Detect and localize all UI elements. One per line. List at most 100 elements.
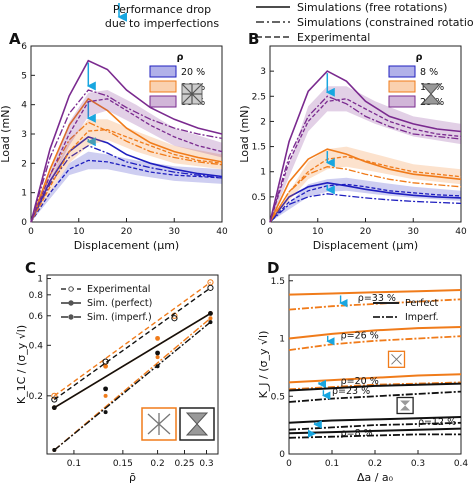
legend-entry: 8 % xyxy=(420,67,438,78)
y-tick-label: 1 xyxy=(279,335,285,345)
sim-con-line xyxy=(269,95,462,223)
panel-D-series: ρ=33 % ρ=26 % ρ=20 %ρ=23 % ρ=12 % ρ=8 % xyxy=(288,289,462,439)
perfect-line xyxy=(288,289,462,296)
sim-con-line xyxy=(30,121,223,223)
panel-A-legend: ρ20 %26 %33 % xyxy=(149,52,205,108)
y-tick-label: 1.5 xyxy=(252,143,266,153)
perfect-line xyxy=(288,427,462,435)
legend-entry: Perfect xyxy=(405,298,439,309)
exp-fit-line xyxy=(53,281,211,397)
legend-swatch xyxy=(388,65,416,78)
legend-marker xyxy=(68,314,74,320)
top-legend: Performance drop due to imperfections Si… xyxy=(105,1,474,44)
sim-con-line xyxy=(30,144,223,223)
y-axis-label: Load (mN) xyxy=(238,105,251,162)
panel-label-D: D xyxy=(267,259,279,277)
exp-line xyxy=(30,159,223,223)
panel-label-B: B xyxy=(248,30,259,48)
sim-perfect-point xyxy=(155,335,160,341)
y-tick-label: 2 xyxy=(21,159,27,169)
panel-D-legend: Perfect Imperf. xyxy=(373,298,439,415)
exp-fit-line xyxy=(53,287,211,401)
sim-imperf-point xyxy=(52,448,57,453)
legend-marker xyxy=(68,286,74,292)
panel-C-legend: Experimental Sim. (perfect) Sim. (imperf.) xyxy=(61,284,215,441)
exp-band xyxy=(270,177,461,222)
bowtie-lattice-icon xyxy=(420,83,442,105)
y-tick-label: 0.2 xyxy=(29,392,43,402)
x-tick-label: 20 xyxy=(121,227,133,237)
sim-imperf-point xyxy=(208,320,213,325)
sim-imperf-point xyxy=(208,316,213,321)
legend-entry: Sim. (perfect) xyxy=(87,298,152,309)
plot-frame xyxy=(46,274,219,455)
exp-point xyxy=(207,284,214,291)
exp-point xyxy=(171,315,178,322)
x-tick-label: 0.15 xyxy=(113,459,133,469)
perf-drop-label-2: due to imperfections xyxy=(105,17,220,30)
curve-label: ρ=26 % xyxy=(341,331,379,342)
x-tick-label: 0 xyxy=(286,459,292,469)
legend-sim-free: Simulations (free rotations) xyxy=(297,1,447,14)
sim-free-line xyxy=(30,97,223,223)
x-axis-label: Displacement (μm) xyxy=(74,239,179,252)
sim-perfect-point xyxy=(208,310,213,316)
exp-line xyxy=(269,98,462,223)
octet-lattice-icon xyxy=(181,83,203,105)
y-axis-label: K_1C / (σ_y √l) xyxy=(15,325,28,404)
x-tick-label: 30 xyxy=(408,227,420,237)
imperf-line xyxy=(288,390,462,403)
y-tick-label: 0 xyxy=(279,450,285,460)
curve-label: ρ=23 % xyxy=(332,386,370,397)
x-tick-label: 0.2 xyxy=(150,459,164,469)
legend-swatch xyxy=(388,95,416,108)
curve-label: ρ=33 % xyxy=(358,293,396,304)
sim-imperf-point xyxy=(155,355,160,360)
x-tick-label: 30 xyxy=(169,227,181,237)
x-tick-label: 0.1 xyxy=(325,459,339,469)
sim-free-line xyxy=(269,70,462,223)
x-tick-label: 10 xyxy=(312,227,324,237)
sim-perfect-point xyxy=(51,405,57,411)
lattice-struts xyxy=(420,83,442,105)
exp-line xyxy=(269,183,462,223)
curve-label: ρ=20 % xyxy=(341,376,379,387)
sim-imperf-point xyxy=(155,364,160,369)
x-tick-label: 20 xyxy=(360,227,372,237)
sim-con-line xyxy=(269,166,462,223)
exp-point xyxy=(51,392,58,399)
panel-label-C: C xyxy=(25,259,36,277)
exp-line xyxy=(30,128,223,223)
panel-C-series xyxy=(51,279,214,453)
sim-imperf-line xyxy=(53,321,211,451)
legend-marker xyxy=(68,300,74,306)
sim-free-line xyxy=(269,181,462,223)
legend-title: ρ xyxy=(177,52,184,63)
x-tick-label: 0.3 xyxy=(411,459,425,469)
sim-imperf-point xyxy=(103,410,108,415)
exp-band xyxy=(270,86,461,222)
perfect-line xyxy=(288,382,462,392)
exp-line xyxy=(30,98,223,223)
sim-imperf-line xyxy=(53,317,211,451)
legend-entry: Imperf. xyxy=(405,312,439,323)
legend-swatch xyxy=(149,95,177,108)
y-tick-label: 1 xyxy=(37,275,43,285)
x-tick-label: 0.1 xyxy=(67,459,81,469)
y-tick-label: 0.4 xyxy=(29,341,44,351)
y-tick-label: 0 xyxy=(21,218,27,228)
legend-swatch xyxy=(388,80,416,93)
x-axis-label: ρ̄ xyxy=(129,471,136,484)
legend-sim-con: Simulations (constrained rotations) xyxy=(297,16,474,29)
legend-experimental: Experimental xyxy=(297,31,370,44)
sim-perfect-point xyxy=(155,350,160,356)
sim-free-line xyxy=(30,136,223,223)
exp-band xyxy=(31,90,222,222)
y-tick-label: 0.8 xyxy=(29,291,44,301)
y-tick-label: 6 xyxy=(21,42,27,52)
octet-lattice-icon xyxy=(147,413,171,435)
legend-swatch xyxy=(149,65,177,78)
y-tick-label: 0.5 xyxy=(271,392,285,402)
